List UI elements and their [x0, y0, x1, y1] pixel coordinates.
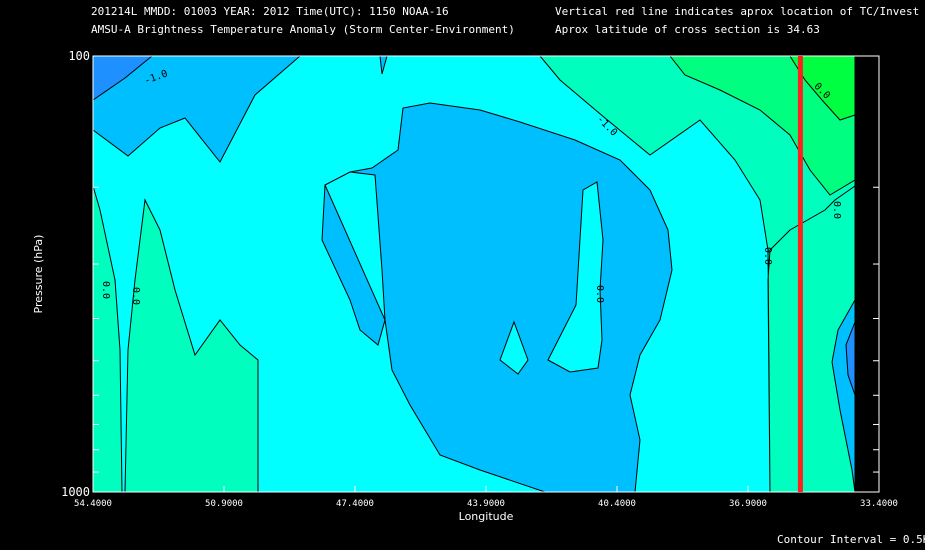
- plot-right-margin: [855, 56, 879, 492]
- contour-region-neg1-top: [92, 55, 302, 163]
- x-tick-label: 36.9000: [729, 499, 767, 509]
- x-tick-label: 54.4000: [74, 499, 112, 509]
- title-line-2: AMSU-A Brightness Temperature Anomaly (S…: [91, 23, 515, 36]
- title-line-1: 201214L MMDD: 01003 YEAR: 2012 Time(UTC)…: [91, 5, 449, 18]
- contour-label: 0.0: [100, 281, 111, 299]
- contour-interval: Contour Interval = 0.5K: [777, 533, 925, 546]
- y-tick-label: 100: [68, 49, 90, 63]
- note-latitude: Aprox latitude of cross section is 34.63: [555, 23, 820, 36]
- x-axis-label: Longitude: [459, 510, 514, 523]
- contour-label: 0.0: [130, 287, 141, 305]
- contour-region-neg0p5-lobe-2: [499, 320, 529, 375]
- note-red-line: Vertical red line indicates aprox locati…: [555, 5, 920, 18]
- contour-region-neg0p5-lobe-1: [547, 181, 604, 373]
- x-tick-label: 50.9000: [205, 499, 243, 509]
- y-axis-label: Pressure (hPa): [32, 235, 45, 314]
- contour-label: 0.0: [831, 201, 842, 219]
- y-tick-label: 1000: [61, 485, 90, 499]
- contour-label: 0.0: [762, 247, 773, 265]
- contour-region-0-left-2: [124, 198, 259, 493]
- x-tick-label: 33.4000: [860, 499, 898, 509]
- x-tick-label: 43.9000: [467, 499, 505, 509]
- x-tick-label: 40.4000: [598, 499, 636, 509]
- x-tick-label: 47.4000: [336, 499, 374, 509]
- contour-label: 0.0: [594, 285, 605, 303]
